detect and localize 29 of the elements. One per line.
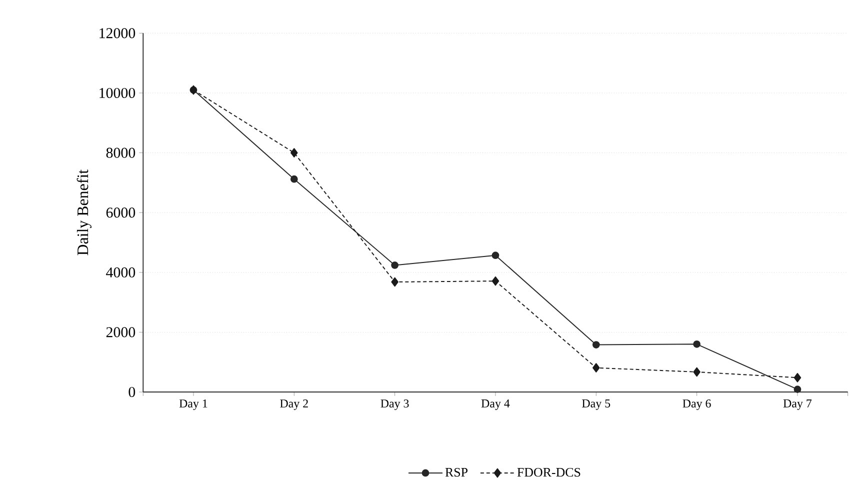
- x-tick-label: Day 4: [481, 400, 510, 410]
- point: [290, 148, 298, 158]
- y-tick-label: 4000: [106, 267, 136, 278]
- x-tick-label: Day 2: [280, 400, 308, 410]
- point: [592, 341, 600, 348]
- y-tick-label: 6000: [106, 208, 136, 218]
- y-tick-label: 0: [128, 386, 136, 398]
- y-axis-title: Daily Benefit: [76, 170, 92, 256]
- legend-label: RSP: [445, 468, 468, 477]
- y-tick-label: 12000: [100, 28, 136, 38]
- legend-label: FDOR-DCS: [517, 468, 580, 477]
- point: [693, 340, 700, 348]
- point: [391, 262, 398, 269]
- x-tick-label: Day 3: [380, 400, 409, 410]
- point: [391, 277, 398, 287]
- point: [794, 386, 802, 393]
- x-tick-label: Day 1: [179, 400, 208, 410]
- point: [290, 175, 298, 183]
- y-tick-label: 8000: [106, 148, 136, 158]
- point: [592, 363, 600, 372]
- point: [794, 372, 802, 382]
- y-tick-label: 2000: [106, 327, 136, 338]
- x-tick-label: Day 5: [582, 400, 610, 410]
- point: [492, 276, 500, 286]
- y-tick-label: 10000: [100, 88, 136, 98]
- x-tick-label: Day 6: [682, 400, 711, 410]
- point: [492, 252, 500, 260]
- point: [693, 367, 700, 377]
- x-tick-label: Day 7: [783, 400, 812, 410]
